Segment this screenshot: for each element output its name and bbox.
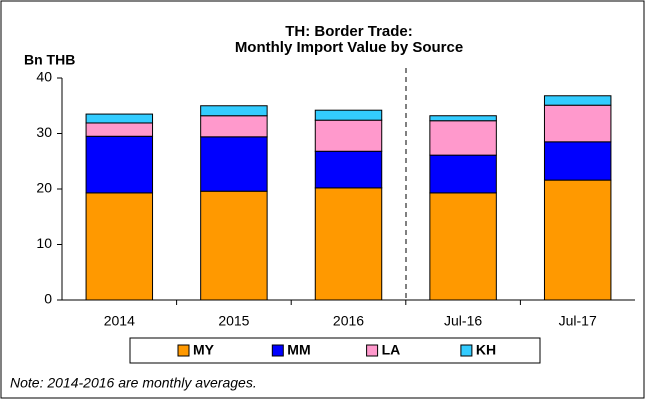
x-tick-label: 2015 (218, 313, 249, 329)
bar-segment (200, 105, 268, 117)
y-tick-label: 20 (36, 180, 52, 196)
bar-segment (85, 192, 154, 301)
x-tick-label: 2014 (104, 313, 135, 329)
legend-label: LA (382, 342, 401, 358)
legend-label: MM (287, 342, 310, 358)
bar-segment (429, 154, 497, 194)
bar-segment (200, 190, 268, 301)
bar-segment (314, 109, 383, 121)
chart-title: Monthly Import Value by Source (235, 39, 463, 56)
legend-swatch (271, 344, 284, 357)
y-tick-label: 10 (36, 235, 52, 251)
x-tick-label: Jul-16 (444, 313, 482, 329)
bar-segment (200, 115, 268, 138)
bar-segment (543, 141, 612, 181)
legend-swatch (177, 344, 190, 357)
y-tick-label: 30 (36, 124, 52, 140)
chart-title: TH: Border Trade: (285, 23, 413, 40)
bar-segment (85, 113, 154, 124)
bar-segment (543, 179, 612, 301)
bar-segment (200, 136, 268, 192)
bar-segment (429, 192, 497, 301)
bar-segment (429, 120, 497, 156)
y-tick-label: 0 (44, 291, 52, 307)
bar-segment (85, 135, 154, 194)
note: Note: 2014-2016 are monthly averages. (10, 375, 257, 391)
bar-segment (314, 187, 383, 301)
legend-label: KH (476, 342, 496, 358)
bar-segment (429, 115, 497, 122)
x-tick-label: Jul-17 (559, 313, 597, 329)
bar-segment (314, 150, 383, 189)
legend-swatch (366, 344, 379, 357)
legend-label: MY (193, 342, 215, 358)
bar-segment (543, 95, 612, 106)
bar-segment (543, 104, 612, 143)
bar-segment (314, 119, 383, 152)
bar-segment (85, 122, 154, 137)
legend-swatch (460, 344, 473, 357)
x-tick-label: 2016 (333, 313, 364, 329)
y-axis-label: Bn THB (24, 52, 75, 68)
y-tick-label: 40 (36, 69, 52, 85)
